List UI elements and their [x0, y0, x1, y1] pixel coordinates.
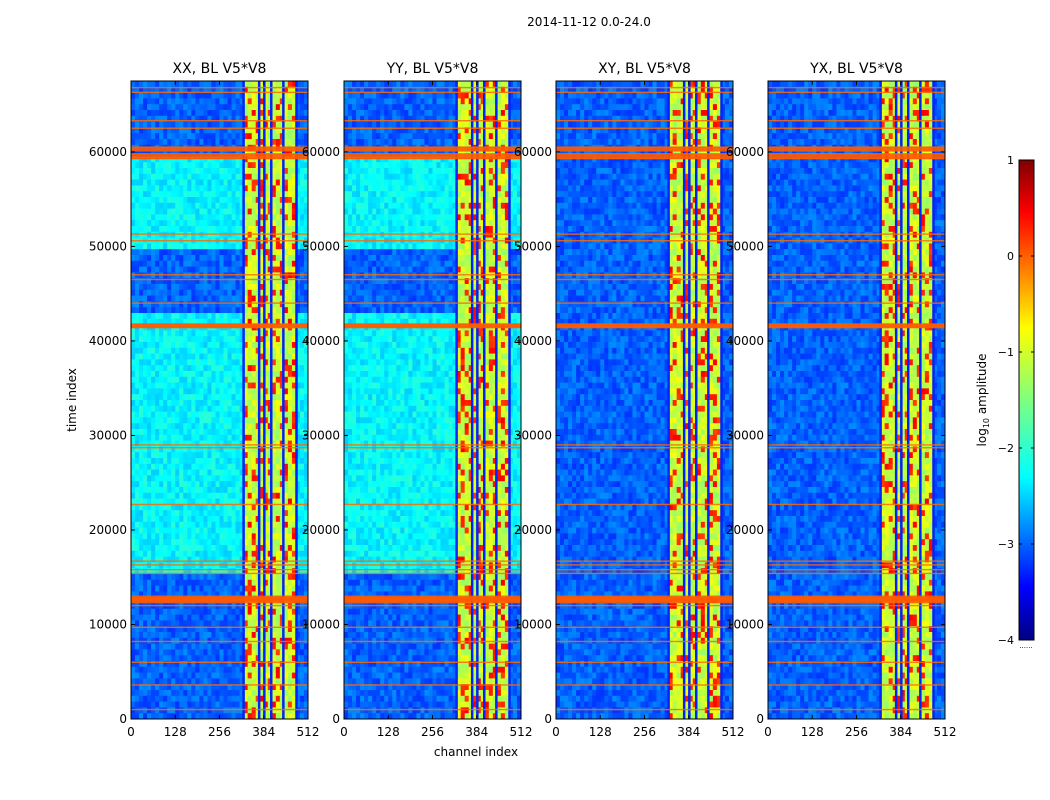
- x-tick-label: 512: [297, 725, 320, 739]
- y-tick-label: 20000: [726, 523, 764, 537]
- y-tick-label: 10000: [726, 617, 764, 631]
- y-tick-label: 50000: [89, 239, 127, 253]
- colorbar-tick-label: 0: [1007, 250, 1014, 263]
- colorbar-label-subscript: 10: [982, 418, 991, 428]
- y-tick-label: 30000: [89, 428, 127, 442]
- y-tick-label: 0: [544, 712, 552, 726]
- panel-title: XY, BL V5*V8: [598, 61, 691, 77]
- colorbar-gradient: [1018, 159, 1035, 641]
- y-tick-label: 60000: [514, 145, 552, 159]
- heatmap-image: [556, 81, 733, 719]
- colorbar: 10−1−2−3−4 log10 amplitude ......: [975, 154, 1035, 650]
- x-tick-label: 384: [252, 725, 275, 739]
- y-tick-label: 60000: [302, 145, 340, 159]
- colorbar-label-rest: amplitude: [975, 354, 989, 418]
- x-tick-label: 0: [340, 725, 348, 739]
- x-tick-label: 512: [934, 725, 957, 739]
- figure-suptitle: 2014-11-12 0.0-24.0: [527, 15, 651, 29]
- panels-group: XX, BL V5*V8 0 128 256 384 512 0 10000 20000 3000…: [89, 61, 957, 739]
- panel-title: XX, BL V5*V8: [173, 61, 267, 77]
- panel-yx: YX, BL V5*V8 0 128 256 384 512 0 10000 20000 3000…: [726, 61, 957, 739]
- colorbar-below-label: ......: [1019, 642, 1032, 650]
- x-tick-label: 256: [845, 725, 868, 739]
- y-tick-label: 10000: [89, 617, 127, 631]
- panel-title: YY, BL V5*V8: [386, 61, 479, 77]
- y-tick-label: 30000: [514, 428, 552, 442]
- x-axis-label: channel index: [434, 745, 518, 759]
- x-tick-label: 0: [127, 725, 135, 739]
- heatmap-image: [768, 81, 945, 719]
- x-tick-label: 0: [764, 725, 772, 739]
- y-tick-label: 50000: [514, 239, 552, 253]
- y-tick-label: 40000: [89, 334, 127, 348]
- y-tick-label: 0: [119, 712, 127, 726]
- colorbar-tick-label: −2: [998, 442, 1014, 455]
- colorbar-ticks: 1 0 −1 −2 −3 −4: [998, 154, 1034, 647]
- y-tick-label: 40000: [726, 334, 764, 348]
- panel-yy: YY, BL V5*V8 0 128 256 384 512 0 10000 20000 3000…: [302, 61, 533, 739]
- y-tick-label: 40000: [302, 334, 340, 348]
- y-tick-label: 50000: [302, 239, 340, 253]
- y-tick-label: 60000: [726, 145, 764, 159]
- panel-title: YX, BL V5*V8: [809, 61, 903, 77]
- x-tick-label: 0: [552, 725, 560, 739]
- y-tick-label: 30000: [302, 428, 340, 442]
- colorbar-tick-label: −1: [998, 346, 1014, 359]
- heatmap-image: [344, 81, 521, 719]
- y-tick-label: 30000: [726, 428, 764, 442]
- colorbar-tick-label: −4: [998, 634, 1014, 647]
- x-tick-label: 128: [801, 725, 824, 739]
- x-tick-label: 128: [377, 725, 400, 739]
- x-tick-label: 256: [421, 725, 444, 739]
- y-tick-label: 0: [332, 712, 340, 726]
- x-tick-label: 384: [465, 725, 488, 739]
- y-tick-label: 60000: [89, 145, 127, 159]
- y-tick-label: 50000: [726, 239, 764, 253]
- x-tick-label: 512: [510, 725, 533, 739]
- x-tick-label: 128: [164, 725, 187, 739]
- x-tick-label: 384: [889, 725, 912, 739]
- x-tick-label: 384: [677, 725, 700, 739]
- x-tick-label: 256: [208, 725, 231, 739]
- x-tick-label: 256: [633, 725, 656, 739]
- colorbar-label: log10 amplitude: [975, 354, 991, 447]
- x-tick-label: 512: [722, 725, 745, 739]
- panel-xy: XY, BL V5*V8 0 128 256 384 512 0 10000 20000 3000…: [514, 61, 745, 739]
- colorbar-label-base: log: [975, 428, 989, 446]
- y-tick-label: 10000: [514, 617, 552, 631]
- y-tick-label: 20000: [514, 523, 552, 537]
- y-tick-label: 20000: [89, 523, 127, 537]
- x-tick-label: 128: [589, 725, 612, 739]
- heatmap-image: [131, 81, 308, 719]
- y-tick-label: 0: [756, 712, 764, 726]
- colorbar-tick-label: 1: [1007, 154, 1014, 167]
- y-tick-label: 10000: [302, 617, 340, 631]
- colorbar-tick-label: −3: [998, 538, 1014, 551]
- y-axis-label: time index: [65, 368, 79, 432]
- panel-xx: XX, BL V5*V8 0 128 256 384 512 0 10000 20000 3000…: [89, 61, 320, 739]
- y-tick-label: 40000: [514, 334, 552, 348]
- y-tick-label: 20000: [302, 523, 340, 537]
